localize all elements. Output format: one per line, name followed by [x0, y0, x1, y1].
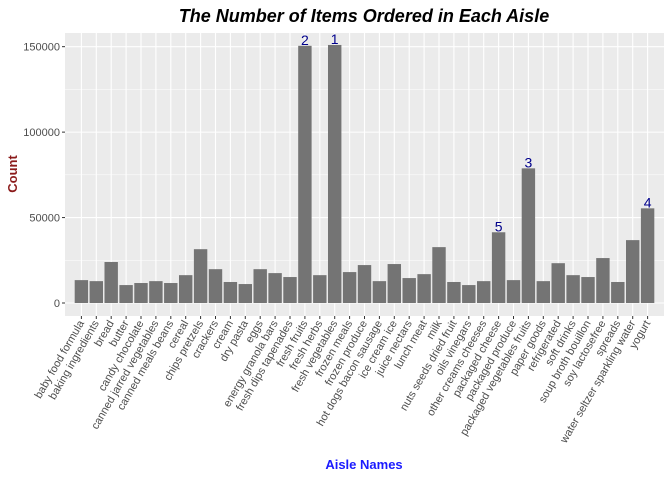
bar — [253, 269, 267, 304]
y-tick-label: 50000 — [29, 213, 60, 225]
bar — [342, 272, 357, 304]
bar — [476, 281, 491, 304]
bar — [134, 283, 148, 304]
chart-title: The Number of Items Ordered in Each Aisl… — [179, 6, 549, 26]
bar — [417, 274, 431, 304]
bar — [89, 281, 103, 304]
bar — [506, 280, 521, 304]
bar — [164, 283, 178, 304]
bar — [268, 273, 282, 304]
bar — [402, 278, 416, 304]
bar — [551, 263, 565, 304]
bar — [193, 249, 208, 304]
bar — [104, 261, 118, 304]
y-tick-label: 0 — [54, 298, 60, 310]
bar — [521, 168, 536, 304]
bar — [283, 277, 297, 304]
bar — [536, 281, 551, 304]
bar — [626, 240, 640, 304]
bar — [581, 277, 595, 304]
bar — [596, 258, 610, 304]
y-tick-label: 100000 — [23, 127, 60, 139]
rank-label: 4 — [644, 194, 652, 210]
bar — [119, 285, 133, 304]
bar — [149, 281, 163, 304]
bar — [74, 280, 89, 304]
bar — [372, 281, 387, 304]
bar — [432, 247, 446, 304]
rank-label: 2 — [301, 32, 309, 48]
y-tick-label: 150000 — [23, 42, 60, 54]
y-axis-label: Count — [5, 155, 20, 193]
bar — [611, 281, 625, 304]
bar — [238, 284, 253, 304]
rank-label: 1 — [331, 31, 339, 47]
rank-label: 5 — [495, 218, 503, 234]
bar — [178, 275, 193, 304]
bar — [313, 275, 327, 304]
bar — [298, 45, 312, 304]
bar — [447, 281, 461, 304]
bar — [387, 264, 402, 304]
rank-label: 3 — [525, 154, 533, 170]
bar — [640, 208, 655, 304]
bar — [223, 281, 238, 304]
x-axis-label: Aisle Names — [325, 457, 402, 472]
bar — [462, 285, 476, 304]
bar — [491, 232, 506, 304]
bar — [566, 275, 580, 304]
bar — [327, 44, 342, 304]
bar — [357, 265, 372, 304]
bar — [208, 269, 223, 304]
